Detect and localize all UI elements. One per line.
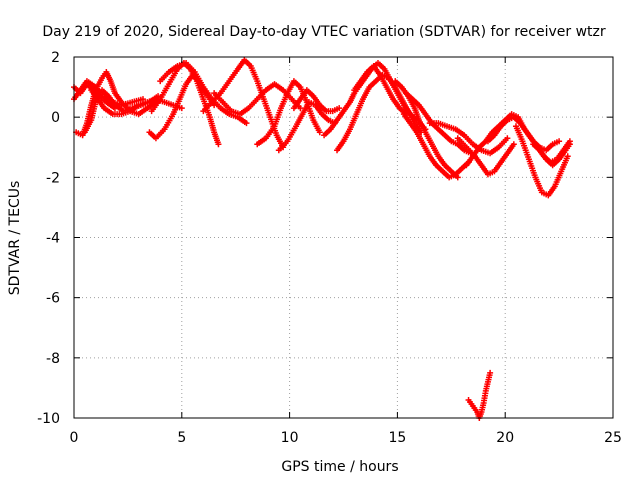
series-arc-26 <box>465 369 494 421</box>
data-point <box>178 105 185 112</box>
data-point <box>487 369 494 376</box>
data-point <box>297 105 304 112</box>
x-tick-label: 10 <box>281 430 299 446</box>
x-axis-label: GPS time / hours <box>281 459 398 475</box>
series-arc-15 <box>334 72 425 154</box>
series-arc-17 <box>392 78 461 181</box>
x-tick-label: 0 <box>70 430 79 446</box>
y-tick-label: -2 <box>46 170 60 186</box>
y-axis-label: SDTVAR / TECUs <box>7 181 23 296</box>
data-point <box>556 138 563 145</box>
series-arc-13 <box>290 87 343 115</box>
series-arc-24 <box>512 123 571 199</box>
y-tick-label: -6 <box>46 291 60 307</box>
data-point <box>215 141 222 148</box>
series-arc-10 <box>211 81 304 118</box>
series-arc-16 <box>351 63 410 118</box>
chart-title: Day 219 of 2020, Sidereal Day-to-day VTE… <box>42 24 606 40</box>
data-point <box>316 129 323 136</box>
y-tick-label: -4 <box>46 231 60 247</box>
data-point <box>510 141 517 148</box>
series-arc-23 <box>484 114 563 154</box>
series-arc-19 <box>400 111 472 181</box>
y-tick-label: 2 <box>51 50 60 66</box>
series-arc-12 <box>275 99 338 154</box>
x-tick-label: 5 <box>177 430 186 446</box>
data-point <box>336 105 343 112</box>
series-arc-5 <box>88 87 185 118</box>
data-point <box>504 135 511 142</box>
data-point <box>566 141 573 148</box>
series-arc-25 <box>530 141 573 169</box>
data-points <box>71 57 573 421</box>
axis-ticks: 0 5 10 15 20 25 -10 -8 -6 -4 -2 0 2 <box>37 50 622 446</box>
y-tick-label: -8 <box>46 351 60 367</box>
x-tick-label: 15 <box>388 430 406 446</box>
y-tick-label: 0 <box>51 110 60 126</box>
y-tick-label: -10 <box>37 411 60 427</box>
data-point <box>564 153 571 160</box>
x-tick-label: 20 <box>496 430 514 446</box>
data-point <box>243 120 250 127</box>
x-tick-label: 25 <box>604 430 622 446</box>
grid-lines <box>74 57 613 418</box>
